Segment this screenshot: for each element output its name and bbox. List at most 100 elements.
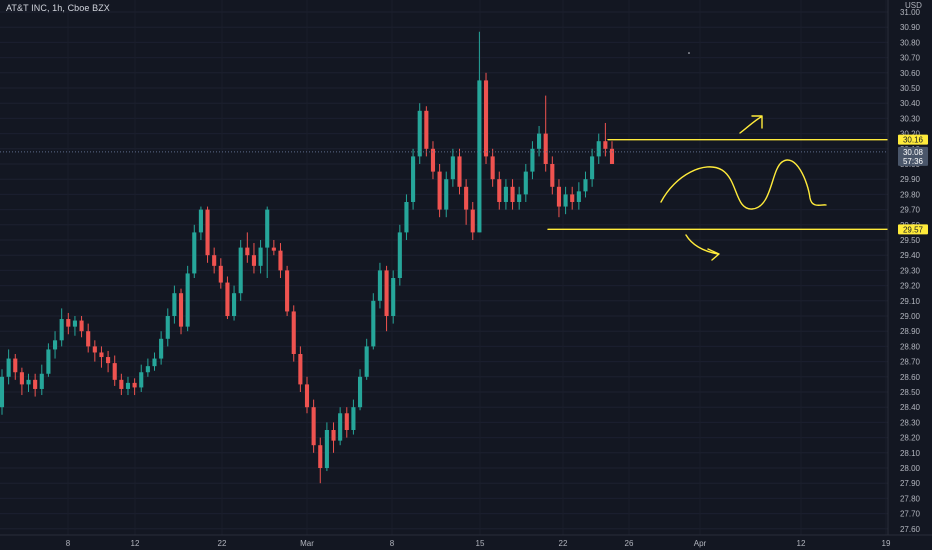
candle[interactable] <box>198 206 203 240</box>
candle[interactable] <box>172 285 177 324</box>
candle[interactable] <box>364 338 369 380</box>
candle[interactable] <box>13 354 18 380</box>
candle[interactable] <box>152 352 157 371</box>
candle[interactable] <box>285 265 290 316</box>
candle[interactable] <box>517 186 522 210</box>
candle[interactable] <box>324 422 329 472</box>
candle[interactable] <box>391 270 396 324</box>
candle[interactable] <box>424 106 429 157</box>
candle[interactable] <box>59 308 64 347</box>
candle[interactable] <box>265 206 270 278</box>
candle[interactable] <box>530 141 535 180</box>
candle[interactable] <box>331 422 336 453</box>
candle[interactable] <box>344 407 349 438</box>
candle[interactable] <box>523 164 528 202</box>
candle[interactable] <box>351 399 356 435</box>
candle[interactable] <box>298 346 303 392</box>
candle[interactable] <box>119 373 124 396</box>
time-axis[interactable] <box>0 535 932 550</box>
candle[interactable] <box>19 367 24 396</box>
candle[interactable] <box>212 247 217 274</box>
candle[interactable] <box>384 265 389 332</box>
candle[interactable] <box>457 148 462 195</box>
candle[interactable] <box>404 194 409 240</box>
candle[interactable] <box>563 186 568 215</box>
candle[interactable] <box>576 182 581 210</box>
candle[interactable] <box>417 103 422 164</box>
candle[interactable] <box>583 171 588 198</box>
candle[interactable] <box>444 171 449 218</box>
candle[interactable] <box>139 364 144 392</box>
candle[interactable] <box>556 179 562 218</box>
candle[interactable] <box>132 378 137 396</box>
candle[interactable] <box>232 285 237 321</box>
candle[interactable] <box>26 373 31 392</box>
candle[interactable] <box>278 243 283 278</box>
candle[interactable] <box>371 293 376 350</box>
candle[interactable] <box>238 240 243 301</box>
candle[interactable] <box>165 308 170 347</box>
candle[interactable] <box>437 164 442 218</box>
candle[interactable] <box>251 243 257 274</box>
candle[interactable] <box>6 349 11 385</box>
candle[interactable] <box>39 364 44 396</box>
symbol-title[interactable]: AT&T INC, 1h, Cboe BZX <box>6 3 110 13</box>
candle[interactable] <box>86 323 91 353</box>
candle[interactable] <box>52 331 58 359</box>
candle[interactable] <box>72 316 77 336</box>
arrow-up-drawing[interactable] <box>739 115 763 134</box>
candle[interactable] <box>304 376 310 414</box>
candle[interactable] <box>125 376 131 396</box>
candle[interactable] <box>192 224 197 278</box>
candle[interactable] <box>510 179 515 210</box>
candle[interactable] <box>490 148 495 187</box>
candle[interactable] <box>596 133 601 164</box>
arrow-down-drawing[interactable] <box>685 234 720 261</box>
candle[interactable] <box>106 350 111 373</box>
candle[interactable] <box>357 369 363 411</box>
candle[interactable] <box>550 156 555 195</box>
candle[interactable] <box>92 340 97 362</box>
user-drawings[interactable] <box>547 115 889 261</box>
candle[interactable] <box>185 265 190 332</box>
candle[interactable] <box>377 262 382 309</box>
candle[interactable] <box>464 179 469 225</box>
candle[interactable] <box>470 202 475 240</box>
candle[interactable] <box>609 141 615 164</box>
candle[interactable] <box>543 95 548 172</box>
candle[interactable] <box>603 122 608 157</box>
candle[interactable] <box>46 343 51 377</box>
candle[interactable] <box>66 312 71 335</box>
candle[interactable] <box>497 171 502 210</box>
candle[interactable] <box>477 31 482 233</box>
candle[interactable] <box>0 369 5 415</box>
candle[interactable] <box>503 179 508 210</box>
candle[interactable] <box>291 305 296 362</box>
candle[interactable] <box>590 148 595 187</box>
wave-drawing[interactable] <box>660 159 827 210</box>
candle[interactable] <box>225 276 230 320</box>
candle[interactable] <box>537 126 542 157</box>
candle[interactable] <box>159 331 164 365</box>
candle[interactable] <box>318 437 323 484</box>
candle[interactable] <box>430 141 436 180</box>
candle[interactable] <box>311 399 316 453</box>
candle[interactable] <box>411 148 416 210</box>
candle[interactable] <box>145 358 150 377</box>
candle[interactable] <box>570 186 575 210</box>
candle[interactable] <box>205 206 210 263</box>
candle[interactable] <box>178 288 184 335</box>
candle[interactable] <box>397 224 402 286</box>
candle[interactable] <box>99 346 104 368</box>
candle[interactable] <box>33 373 38 397</box>
candle[interactable] <box>450 148 455 187</box>
candle[interactable] <box>258 240 263 274</box>
candle[interactable] <box>112 355 117 386</box>
candlestick-series[interactable] <box>0 31 615 484</box>
candle[interactable] <box>338 407 343 446</box>
price-axis[interactable] <box>888 0 932 535</box>
candle[interactable] <box>79 316 84 338</box>
candle[interactable] <box>271 240 276 256</box>
candle[interactable] <box>245 232 250 263</box>
